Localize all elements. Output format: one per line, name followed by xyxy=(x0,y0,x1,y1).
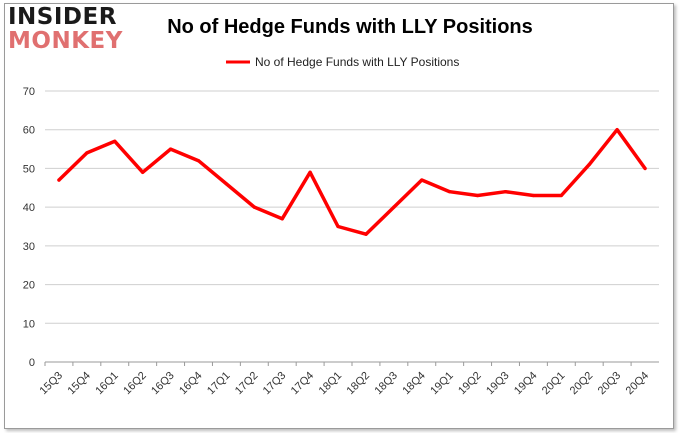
data-point xyxy=(643,166,647,171)
data-point xyxy=(531,193,536,198)
x-tick-label: 19Q4 xyxy=(512,370,540,398)
x-tick-label: 16Q3 xyxy=(149,370,177,398)
logo-line-1: INSIDER xyxy=(8,4,117,30)
data-point xyxy=(559,193,563,198)
x-tick-label: 20Q3 xyxy=(596,370,624,398)
y-tick-label: 20 xyxy=(23,280,35,292)
data-point xyxy=(113,139,117,143)
x-tick-label: 19Q3 xyxy=(484,370,512,398)
data-point xyxy=(196,159,201,163)
gridlines xyxy=(45,90,659,363)
x-tick-label: 20Q2 xyxy=(568,370,596,398)
data-point xyxy=(57,178,61,182)
chart-title: No of Hedge Funds with LLY Positions xyxy=(167,16,533,38)
x-tick-label: 15Q3 xyxy=(38,370,66,398)
x-tick-label: 20Q4 xyxy=(624,370,652,398)
chart-frame xyxy=(4,3,674,429)
x-tick-label: 16Q2 xyxy=(121,370,149,398)
data-point xyxy=(448,190,452,194)
x-tick-label: 17Q3 xyxy=(261,370,289,398)
x-tick-label: 18Q2 xyxy=(345,370,373,398)
y-tick-label: 10 xyxy=(23,318,35,330)
data-point xyxy=(475,193,480,198)
x-tick-label: 17Q4 xyxy=(289,370,317,398)
y-tick-label: 30 xyxy=(23,241,35,253)
x-tick-label: 17Q1 xyxy=(205,370,233,398)
data-point xyxy=(224,182,229,186)
y-axis-ticks: 0 10 20 30 40 50 60 70 xyxy=(23,86,35,369)
data-point xyxy=(392,205,396,209)
data-point xyxy=(364,232,368,236)
data-point xyxy=(280,217,284,221)
logo-line-2: MONKEY xyxy=(8,28,123,54)
x-tick-label: 17Q2 xyxy=(233,370,261,398)
data-point xyxy=(85,151,89,155)
x-tick-label: 16Q1 xyxy=(93,370,121,398)
x-tick-label: 18Q1 xyxy=(317,370,345,398)
data-point xyxy=(308,170,312,174)
y-tick-label: 70 xyxy=(23,86,35,98)
data-point xyxy=(420,178,424,182)
data-point xyxy=(615,128,619,132)
legend: No of Hedge Funds with LLY Positions xyxy=(226,55,459,69)
y-tick-label: 0 xyxy=(29,357,35,369)
x-tick-label: 16Q4 xyxy=(177,370,205,398)
data-point xyxy=(503,190,508,194)
legend-label: No of Hedge Funds with LLY Positions xyxy=(255,55,459,69)
series-line xyxy=(57,127,647,236)
insider-monkey-logo: INSIDER MONKEY xyxy=(8,6,123,53)
data-point xyxy=(168,147,173,151)
data-point xyxy=(587,162,591,167)
x-tick-label: 19Q2 xyxy=(456,370,484,398)
data-point xyxy=(141,170,145,174)
y-tick-label: 50 xyxy=(23,163,35,175)
data-point xyxy=(252,205,256,209)
x-tick-label: 18Q3 xyxy=(372,370,400,398)
x-tick-label: 18Q4 xyxy=(400,370,428,398)
data-point xyxy=(336,224,340,229)
x-tick-label: 19Q1 xyxy=(428,370,456,398)
y-tick-label: 60 xyxy=(23,125,35,137)
x-axis-ticks: 15Q3 15Q4 16Q1 16Q2 16Q3 16Q4 17Q1 17Q2 17Q3 17Q4… xyxy=(38,362,652,398)
series-layer xyxy=(57,127,647,236)
x-tick-label: 15Q4 xyxy=(65,370,93,398)
x-tick-label: 20Q1 xyxy=(540,370,568,398)
y-tick-label: 40 xyxy=(23,202,35,214)
